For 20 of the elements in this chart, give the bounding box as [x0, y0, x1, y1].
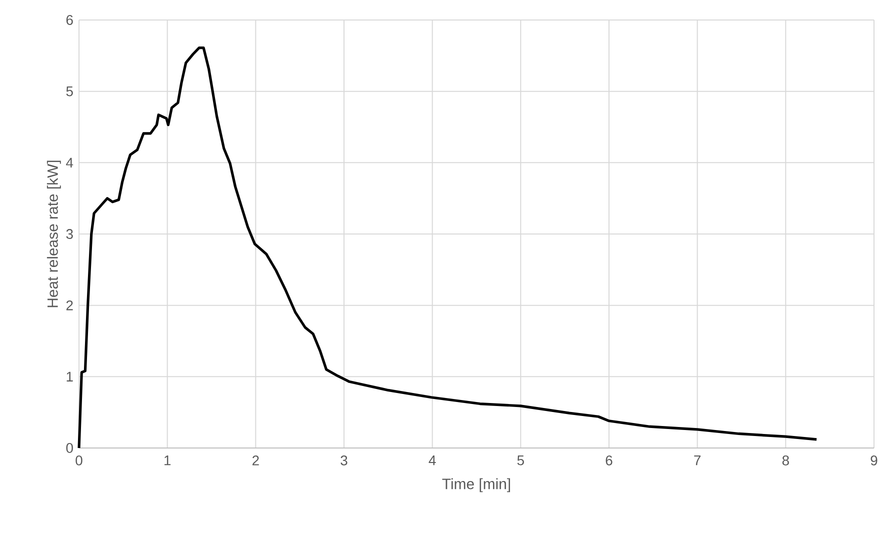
- line-series: [78, 46, 818, 450]
- y-tick-label: 1: [66, 372, 73, 382]
- y-tick-label: 0: [66, 443, 73, 453]
- x-axis-title: Time [min]: [442, 478, 510, 492]
- x-tick-label: 7: [694, 456, 701, 466]
- y-tick-label: 6: [66, 15, 73, 25]
- y-tick-label: 2: [66, 300, 73, 310]
- y-axis-title: Heat release rate [kW]: [46, 160, 61, 308]
- x-tick-label: 5: [517, 456, 524, 466]
- x-tick-label: 6: [606, 456, 612, 466]
- x-tick-label: 1: [164, 456, 171, 466]
- y-tick-label: 3: [66, 229, 73, 239]
- y-tick-label: 4: [66, 158, 74, 168]
- x-tick-label: 2: [252, 456, 259, 466]
- x-tick-label: 9: [870, 456, 878, 466]
- x-tick-label: 3: [340, 456, 348, 466]
- x-tick-label: 4: [428, 456, 436, 466]
- x-tick-label: 0: [76, 456, 82, 466]
- y-tick-label: 5: [66, 86, 73, 96]
- x-tick-label: 8: [782, 456, 789, 466]
